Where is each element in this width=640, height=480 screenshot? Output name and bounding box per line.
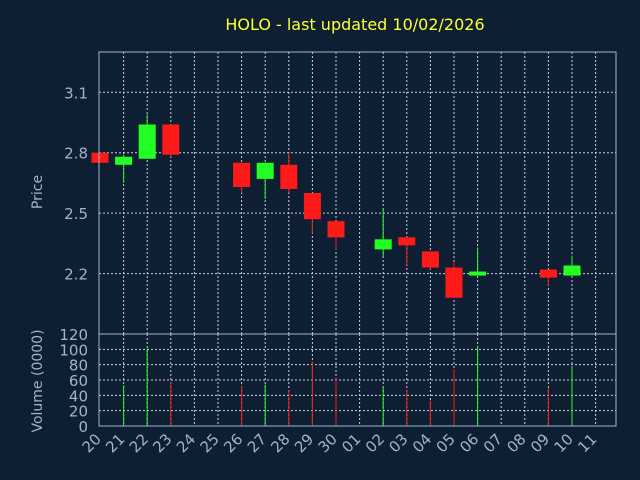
x-tick-label: 26 bbox=[220, 430, 246, 456]
x-tick-label: 27 bbox=[244, 430, 270, 456]
x-tick-label: 23 bbox=[149, 430, 175, 456]
candle-body bbox=[421, 251, 439, 268]
candle-body bbox=[162, 124, 180, 155]
volume-grid bbox=[99, 334, 616, 426]
x-tick-label: 28 bbox=[267, 430, 293, 456]
x-tick-label: 07 bbox=[480, 430, 506, 456]
x-tick-labels: 2021222324252627282930010203040506070809… bbox=[79, 430, 601, 456]
volume-axis-label: Volume (0000) bbox=[30, 329, 46, 432]
x-tick-label: 11 bbox=[574, 430, 600, 456]
price-tick-label: 2.2 bbox=[64, 266, 88, 284]
candle-body bbox=[445, 267, 463, 298]
price-panel-frame bbox=[98, 51, 617, 335]
x-tick-label: 21 bbox=[102, 430, 128, 456]
x-axis-label: Day bbox=[334, 460, 362, 476]
candle-body bbox=[91, 152, 109, 163]
x-tick-label: 09 bbox=[527, 430, 553, 456]
x-tick-label: 22 bbox=[126, 430, 152, 456]
volume-tick-label: 120 bbox=[59, 326, 88, 344]
x-tick-label: 02 bbox=[362, 430, 388, 456]
price-grid bbox=[99, 52, 616, 334]
x-tick-label: 10 bbox=[551, 430, 577, 456]
x-tick-label: 01 bbox=[338, 430, 364, 456]
volume-tick-label: 40 bbox=[69, 387, 88, 405]
candle-body bbox=[233, 162, 251, 187]
candle-body bbox=[138, 124, 156, 159]
volume-tick-label: 20 bbox=[69, 403, 88, 421]
candle-body bbox=[256, 162, 274, 179]
candle-body bbox=[115, 156, 133, 165]
price-tick-label: 2.5 bbox=[64, 205, 88, 223]
candle-body bbox=[539, 269, 557, 278]
x-tick-label: 05 bbox=[433, 430, 459, 456]
x-tick-label: 30 bbox=[315, 430, 341, 456]
candles bbox=[91, 114, 581, 298]
candle-body bbox=[303, 193, 321, 220]
price-tick-label: 3.1 bbox=[64, 84, 88, 102]
candle-body bbox=[280, 164, 298, 189]
x-tick-label: 29 bbox=[291, 430, 317, 456]
x-tick-label: 25 bbox=[197, 430, 223, 456]
volume-tick-label: 0 bbox=[78, 418, 88, 436]
volume-tick-label: 60 bbox=[69, 372, 88, 390]
volume-tick-label: 100 bbox=[59, 341, 88, 359]
volume-bars bbox=[123, 346, 573, 426]
candle-body bbox=[398, 237, 416, 246]
x-tick-label: 04 bbox=[409, 430, 435, 456]
candle-body bbox=[563, 265, 581, 276]
chart-title: HOLO - last updated 10/02/2026 bbox=[225, 15, 484, 34]
price-axis-label: Price bbox=[30, 175, 46, 209]
x-tick-label: 03 bbox=[385, 430, 411, 456]
x-tick-label: 24 bbox=[173, 430, 199, 456]
price-tick-label: 2.8 bbox=[64, 145, 88, 163]
x-tick-label: 06 bbox=[456, 430, 482, 456]
candle-body bbox=[327, 221, 345, 238]
volume-panel-frame bbox=[98, 333, 617, 427]
candle-body bbox=[469, 271, 487, 276]
volume-tick-label: 80 bbox=[69, 357, 88, 375]
x-tick-label: 08 bbox=[503, 430, 529, 456]
price-tick-labels: 3.1 2.8 2.5 2.2 bbox=[64, 84, 88, 283]
candle-body bbox=[374, 239, 392, 250]
